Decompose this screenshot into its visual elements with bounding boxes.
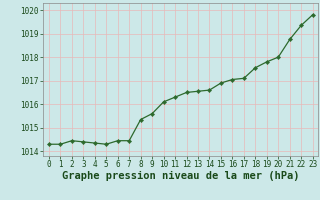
X-axis label: Graphe pression niveau de la mer (hPa): Graphe pression niveau de la mer (hPa): [62, 171, 300, 181]
